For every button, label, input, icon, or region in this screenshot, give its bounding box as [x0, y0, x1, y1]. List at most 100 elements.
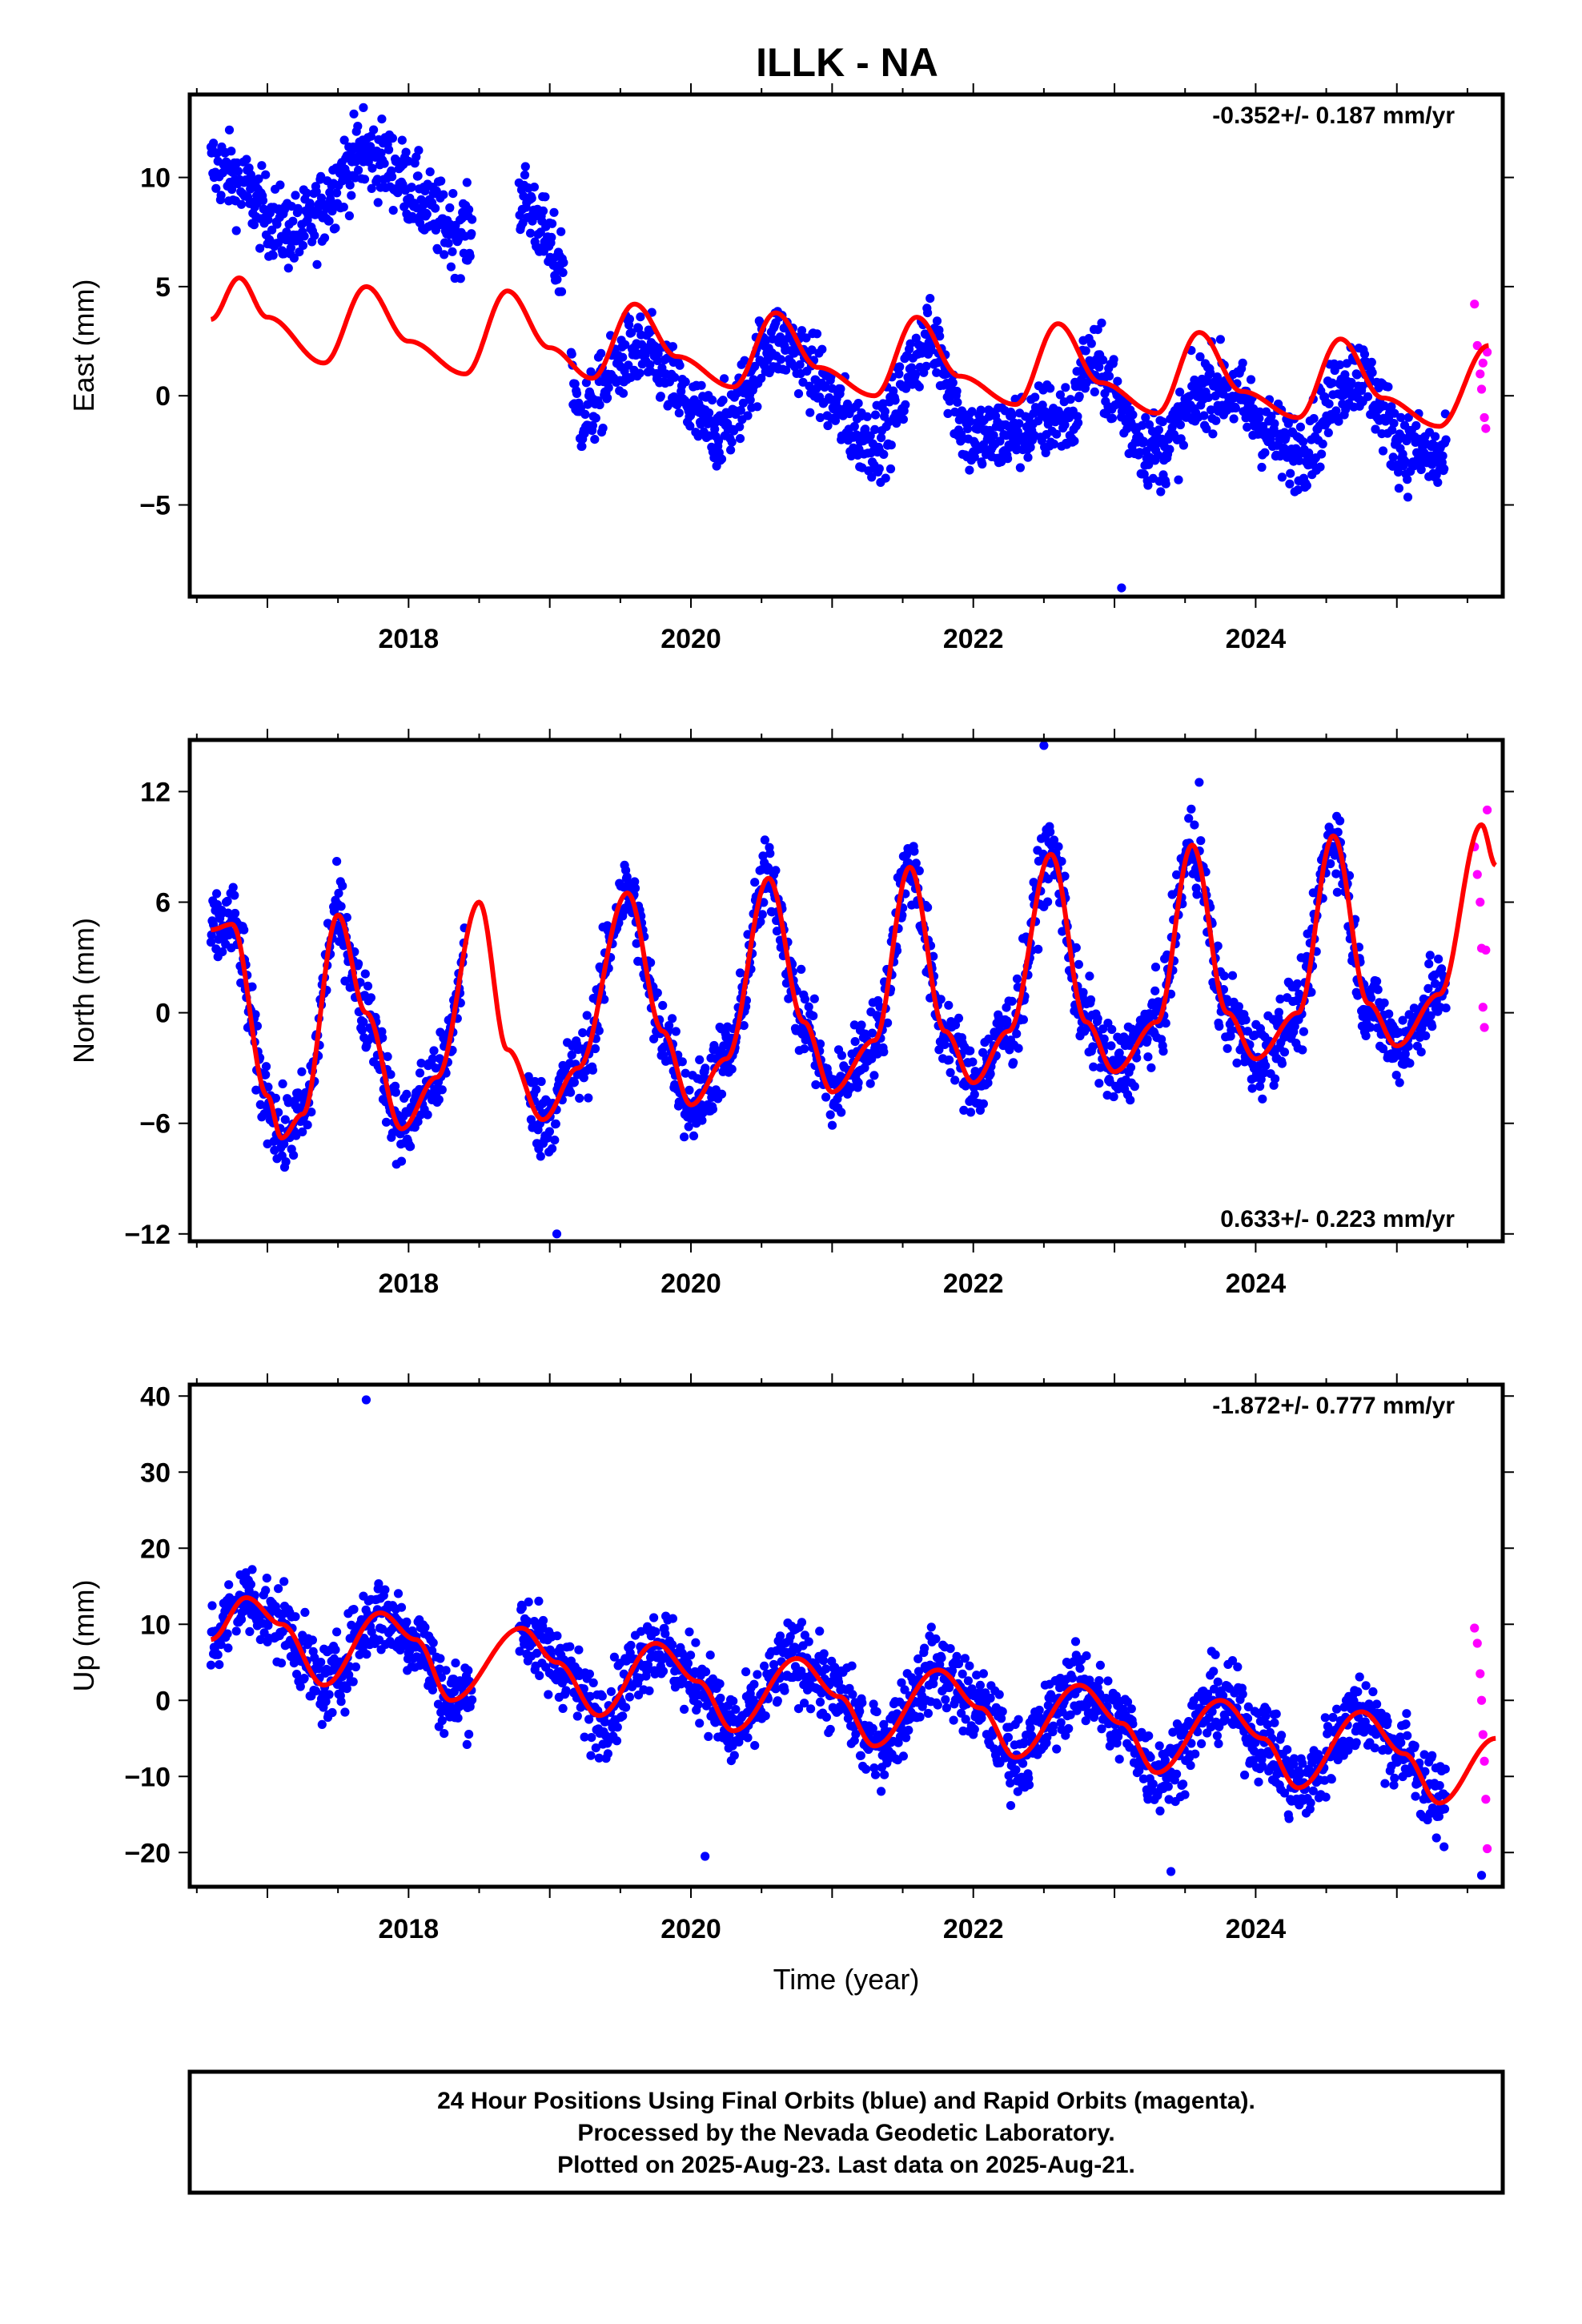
- final-orbit-point: [1097, 318, 1106, 328]
- final-orbit-point: [1098, 356, 1108, 365]
- final-orbit-point: [1299, 1027, 1308, 1036]
- final-orbit-point: [428, 1646, 437, 1655]
- final-orbit-point: [914, 382, 924, 392]
- final-orbit-point: [378, 1033, 387, 1043]
- final-orbit-point: [716, 1693, 725, 1703]
- final-orbit-point: [316, 171, 326, 181]
- final-orbit-point: [636, 312, 645, 322]
- final-orbit-point: [931, 1634, 941, 1644]
- final-orbit-point: [954, 1013, 964, 1023]
- final-orbit-point: [995, 436, 1005, 446]
- final-orbit-point: [833, 1678, 844, 1687]
- final-orbit-point: [853, 1078, 863, 1088]
- final-orbit-point: [911, 333, 921, 343]
- final-orbit-point: [552, 1229, 562, 1239]
- rapid-orbit-point: [1480, 412, 1489, 423]
- final-orbit-point: [773, 1696, 782, 1706]
- final-orbit-point: [871, 1040, 881, 1050]
- final-orbit-point: [1400, 456, 1410, 467]
- final-orbit-point: [548, 219, 557, 228]
- final-orbit-point: [577, 441, 587, 452]
- final-orbit-point: [624, 314, 635, 324]
- final-orbit-point: [1060, 420, 1070, 430]
- final-orbit-point: [1093, 325, 1102, 335]
- final-orbit-point: [587, 1733, 596, 1743]
- final-orbit-point: [1158, 1047, 1168, 1056]
- final-orbit-point: [1143, 480, 1153, 490]
- final-orbit-point: [401, 147, 411, 157]
- final-orbit-point: [374, 1579, 383, 1589]
- final-orbit-point: [413, 171, 423, 181]
- final-orbit-point: [1138, 420, 1147, 430]
- final-orbit-point: [1158, 417, 1167, 427]
- final-orbit-point: [334, 888, 343, 898]
- y-axis-label: North (mm): [67, 918, 100, 1063]
- final-orbit-point: [1212, 372, 1222, 382]
- final-orbit-point: [580, 1732, 589, 1742]
- final-orbit-point: [880, 1770, 889, 1779]
- final-orbit-point: [325, 187, 335, 197]
- final-orbit-point: [388, 206, 398, 215]
- final-orbit-point: [879, 1047, 889, 1057]
- final-orbit-point: [780, 1686, 789, 1695]
- final-orbit-point: [462, 1739, 472, 1749]
- final-orbit-point: [886, 440, 896, 450]
- final-orbit-point: [291, 1612, 300, 1622]
- final-orbit-point: [934, 1045, 944, 1055]
- final-orbit-point: [1367, 357, 1376, 367]
- final-orbit-point: [848, 1690, 857, 1699]
- final-orbit-point: [1267, 412, 1276, 421]
- final-orbit-point: [1437, 964, 1447, 974]
- final-orbit-point: [332, 1627, 342, 1637]
- final-orbit-point: [279, 1577, 289, 1586]
- final-orbit-point: [765, 849, 775, 858]
- final-orbit-point: [827, 1120, 837, 1130]
- final-orbit-point: [821, 1664, 831, 1674]
- final-orbit-point: [966, 1108, 976, 1117]
- final-orbit-point: [1055, 390, 1065, 400]
- final-orbit-point: [331, 223, 340, 233]
- final-orbit-point: [1353, 991, 1363, 1000]
- final-orbit-point: [275, 180, 285, 190]
- final-orbit-point: [846, 1083, 856, 1092]
- final-orbit-point: [565, 1642, 575, 1651]
- final-orbit-point: [1379, 998, 1389, 1007]
- final-orbit-point: [344, 211, 354, 221]
- rate-label: -0.352+/- 0.187 mm/yr: [1212, 103, 1455, 129]
- final-orbit-point: [448, 189, 458, 199]
- final-orbit-point: [750, 878, 760, 887]
- final-orbit-point: [793, 1704, 804, 1714]
- final-orbit-point: [726, 445, 736, 455]
- final-orbit-point: [211, 183, 221, 193]
- final-orbit-point: [735, 434, 745, 444]
- final-orbit-point: [307, 1108, 316, 1117]
- final-orbit-point: [206, 1660, 216, 1670]
- final-orbit-point: [850, 1037, 860, 1047]
- final-orbit-point: [307, 1635, 317, 1645]
- final-orbit-point: [1154, 450, 1163, 460]
- rapid-orbit-point: [1472, 340, 1482, 351]
- final-orbit-point: [743, 1733, 753, 1743]
- final-orbit-point: [717, 1089, 727, 1099]
- final-orbit-point: [298, 240, 308, 251]
- final-orbit-point: [1441, 1003, 1451, 1013]
- final-orbit-point: [536, 1076, 546, 1087]
- final-orbit-point: [697, 380, 706, 390]
- final-orbit-point: [960, 1654, 970, 1663]
- rapid-orbit-point: [1478, 358, 1488, 368]
- final-orbit-point: [763, 862, 773, 872]
- final-orbit-point: [1378, 446, 1388, 456]
- x-tick-label: 2020: [661, 1269, 721, 1299]
- final-orbit-point: [894, 369, 904, 379]
- final-orbit-point: [420, 186, 430, 195]
- final-orbit-point: [425, 167, 435, 177]
- final-orbit-point: [895, 362, 905, 372]
- final-orbit-point: [870, 410, 881, 420]
- final-orbit-point: [821, 1712, 831, 1722]
- final-orbit-point: [316, 193, 327, 203]
- final-orbit-point: [1109, 355, 1118, 364]
- final-orbit-point: [582, 1011, 592, 1020]
- final-orbit-point: [1403, 1042, 1413, 1051]
- final-orbit-point: [953, 397, 962, 407]
